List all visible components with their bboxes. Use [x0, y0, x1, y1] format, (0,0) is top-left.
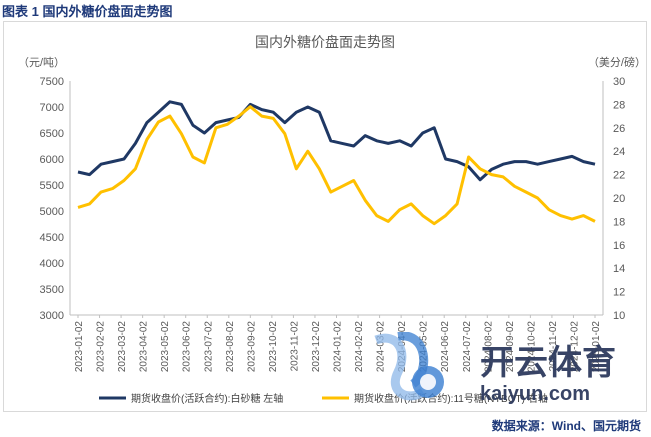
x-tick-label: 2025-01-02 [591, 321, 602, 373]
x-tick-label: 2024-08-02 [483, 321, 494, 373]
y-right-tick-label: 22 [613, 170, 625, 182]
watermark-logo-icon [374, 332, 444, 401]
x-tick-label: 2023-07-02 [203, 321, 214, 373]
x-tick-label: 2023-08-02 [225, 321, 236, 373]
y-right-tick-label: 24 [613, 146, 625, 158]
y-left-tick-label: 5500 [40, 180, 64, 192]
x-tick-label: 2023-01-02 [74, 321, 85, 373]
x-tick-label: 2023-06-02 [182, 321, 193, 373]
y-left-tick-label: 4500 [40, 232, 64, 244]
data-source: 数据来源：Wind、国元期货 [491, 419, 641, 433]
x-tick-label: 2023-10-02 [268, 321, 279, 373]
y-right-tick-label: 30 [613, 76, 625, 88]
y-left-tick-label: 3500 [40, 284, 64, 296]
y-right-tick-label: 16 [613, 240, 625, 252]
x-tick-label: 2024-02-02 [354, 321, 365, 373]
y-left-tick-label: 3000 [40, 310, 64, 322]
y-right-label: （美分/磅） [588, 55, 646, 69]
x-tick-label: 2024-10-02 [526, 321, 537, 373]
y-right-tick-label: 20 [613, 193, 625, 205]
x-tick-label: 2023-02-02 [96, 321, 107, 373]
y-right-tick-label: 12 [613, 287, 625, 299]
x-tick-label: 2024-11-02 [548, 321, 559, 372]
y-right-tick-label: 18 [613, 216, 625, 228]
legend: 期货收盘价(活跃合约):白砂糖 左轴 期货收盘价(活跃合约):11号糖(NYBO… [99, 392, 548, 405]
watermark: 开云体育 kaiyun.com [374, 332, 616, 405]
x-tick-label: 2023-05-02 [160, 321, 171, 373]
x-tick-label: 2024-07-02 [462, 321, 473, 373]
watermark-secondary: kaiyun.com [480, 383, 590, 405]
y-right-tick-label: 28 [613, 99, 625, 111]
watermark-primary: 开云体育 [480, 344, 616, 382]
x-tick-label: 2024-01-02 [333, 321, 344, 373]
y-left-tick-label: 7500 [40, 76, 64, 88]
x-tick-label: 2024-09-02 [505, 321, 516, 373]
y-left-tick-label: 7000 [40, 102, 64, 114]
y-left-tick-label: 6500 [40, 128, 64, 140]
series-lines [77, 100, 596, 226]
x-tick-label: 2023-11-02 [289, 321, 300, 372]
figure-caption: 图表 1 国内外糖价盘面走势图 [2, 4, 173, 19]
x-tick-label: 2023-04-02 [139, 321, 150, 373]
chart-frame [3, 21, 647, 412]
x-tick-label: 2023-12-02 [311, 321, 322, 373]
series-line-2 [77, 105, 596, 226]
axes: 3000 3500 4000 4500 5000 5500 6000 6500 7000 7500… [40, 76, 626, 372]
y-right-tick-label: 26 [613, 123, 625, 135]
legend-label-series1: 期货收盘价(活跃合约):白砂糖 左轴 [131, 392, 283, 405]
y-right-tick-label: 14 [613, 263, 625, 275]
x-tick-label: 2023-03-02 [117, 321, 128, 373]
chart-title: 国内外糖价盘面走势图 [255, 34, 395, 50]
y-left-label: （元/吨） [18, 56, 65, 69]
x-tick-label: 2024-03-02 [376, 321, 387, 373]
y-left-tick-label: 6000 [40, 154, 64, 166]
y-left-tick-label: 4000 [40, 258, 64, 270]
y-right-tick-label: 10 [613, 310, 625, 322]
series-line-1 [77, 100, 596, 182]
x-tick-label: 2024-12-02 [569, 321, 580, 373]
x-tick-label: 2024-06-02 [440, 321, 451, 373]
x-tick-label: 2023-09-02 [246, 321, 257, 373]
y-left-tick-label: 5000 [40, 206, 64, 218]
